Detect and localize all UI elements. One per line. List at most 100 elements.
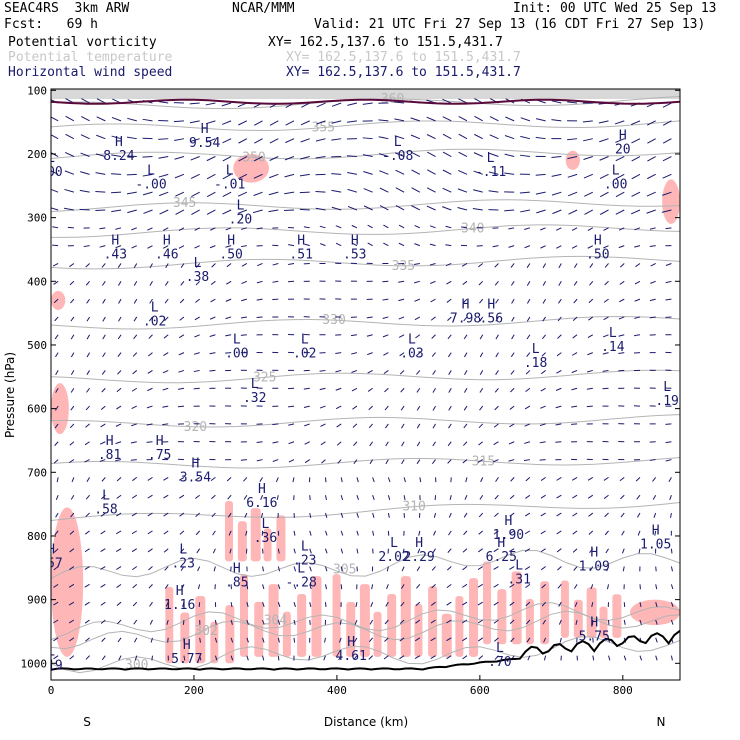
wind-vector bbox=[478, 280, 484, 286]
wind-vector bbox=[179, 298, 185, 304]
y-tick-label: 1000 bbox=[21, 657, 48, 670]
extremum-type: L bbox=[532, 342, 540, 357]
wind-vector bbox=[525, 370, 531, 375]
wind-vector bbox=[147, 548, 153, 553]
wind-vector bbox=[463, 352, 468, 358]
wind-vector bbox=[606, 566, 609, 572]
wind-vector bbox=[269, 120, 279, 126]
extremum-type: L bbox=[496, 641, 504, 656]
wind-vector bbox=[225, 245, 232, 248]
wind-vector bbox=[583, 156, 593, 160]
wind-vector bbox=[541, 352, 546, 357]
wind-vector bbox=[367, 224, 373, 229]
wind-vector bbox=[240, 459, 247, 461]
wind-vector bbox=[244, 512, 248, 518]
extremum-type: L bbox=[297, 562, 305, 577]
wind-vector bbox=[631, 191, 641, 197]
wind-vector bbox=[355, 602, 358, 608]
wind-vector bbox=[495, 316, 499, 322]
wind-vector bbox=[556, 512, 562, 517]
wind-vector bbox=[583, 173, 593, 179]
wind-vector bbox=[115, 459, 122, 462]
wind-vector bbox=[432, 405, 436, 411]
extremum-type: H bbox=[176, 584, 184, 599]
wind-vector bbox=[630, 120, 641, 126]
extremum-type: L bbox=[301, 332, 309, 347]
wind-vector bbox=[573, 584, 578, 589]
extremum-type: H bbox=[258, 482, 266, 497]
wind-vector bbox=[324, 637, 326, 643]
wind-vector bbox=[495, 370, 499, 375]
wind-vector bbox=[149, 619, 153, 625]
wind-vector bbox=[324, 584, 328, 590]
wind-vector bbox=[618, 227, 625, 231]
wind-vector bbox=[81, 98, 90, 104]
wind-vector bbox=[604, 512, 609, 518]
wind-vector bbox=[462, 548, 468, 553]
wind-vector bbox=[256, 441, 263, 443]
pv-shade-column bbox=[237, 521, 247, 562]
wind-vector bbox=[446, 637, 452, 642]
wind-vector bbox=[574, 601, 578, 607]
wind-vector bbox=[101, 387, 106, 393]
wind-vector bbox=[523, 459, 530, 462]
y-tick-label: 800 bbox=[27, 530, 47, 543]
extremum-value: .00 bbox=[39, 165, 62, 180]
wind-vector bbox=[646, 191, 656, 197]
wind-vector bbox=[398, 280, 405, 283]
wind-vector bbox=[477, 619, 483, 624]
wind-vector bbox=[568, 209, 578, 215]
wind-vector bbox=[84, 566, 90, 570]
wind-vector bbox=[243, 477, 248, 482]
extremum-value: .32 bbox=[243, 391, 266, 406]
wind-vector bbox=[340, 512, 344, 518]
wind-vector bbox=[464, 388, 468, 393]
wind-vector bbox=[493, 601, 499, 606]
wind-vector bbox=[352, 423, 358, 428]
wind-vector bbox=[147, 352, 153, 357]
wind-vector bbox=[524, 548, 531, 553]
wind-vector bbox=[520, 209, 530, 213]
wind-vector bbox=[395, 169, 405, 175]
wind-vector bbox=[662, 120, 672, 126]
wind-vector bbox=[256, 227, 263, 230]
wind-vector bbox=[86, 387, 90, 393]
x-tick-label: 400 bbox=[327, 684, 347, 697]
wind-vector bbox=[351, 369, 358, 373]
wind-vector bbox=[132, 601, 138, 607]
wind-vector bbox=[430, 601, 436, 606]
wind-vector bbox=[567, 173, 578, 178]
wind-vector bbox=[70, 405, 75, 411]
wind-vector bbox=[268, 209, 279, 213]
wind-vector bbox=[494, 405, 499, 411]
wind-vector bbox=[524, 530, 531, 535]
init-time: Init: 00 UTC Wed 25 Sep 13 bbox=[513, 1, 717, 16]
wind-vector bbox=[293, 584, 297, 590]
wind-vector bbox=[272, 441, 279, 444]
isentrope-label: 302 bbox=[194, 624, 217, 639]
wind-vector bbox=[102, 334, 106, 340]
wind-vector bbox=[149, 601, 153, 607]
wind-vector bbox=[655, 584, 658, 590]
wind-vector bbox=[335, 405, 342, 410]
wind-vector bbox=[362, 137, 373, 140]
wind-vector bbox=[293, 566, 297, 572]
wind-vector bbox=[131, 423, 137, 427]
wind-vector bbox=[432, 387, 436, 393]
wind-vector bbox=[222, 156, 232, 162]
x-end-label-north: N bbox=[657, 715, 666, 729]
wind-vector bbox=[99, 227, 106, 230]
wind-vector bbox=[337, 459, 342, 464]
wind-vector bbox=[284, 156, 295, 161]
terrain-line bbox=[51, 630, 680, 671]
wind-vector bbox=[277, 584, 281, 590]
wind-vector bbox=[524, 227, 531, 231]
pv-shade-column bbox=[195, 596, 206, 664]
wind-vector bbox=[463, 316, 468, 322]
wind-vector bbox=[149, 298, 153, 304]
extremum-value: .19 bbox=[655, 394, 678, 409]
wind-vector bbox=[372, 477, 375, 483]
extremum-value: 1.90 bbox=[493, 528, 524, 543]
wind-vector bbox=[210, 298, 216, 303]
wind-vector bbox=[230, 602, 233, 608]
